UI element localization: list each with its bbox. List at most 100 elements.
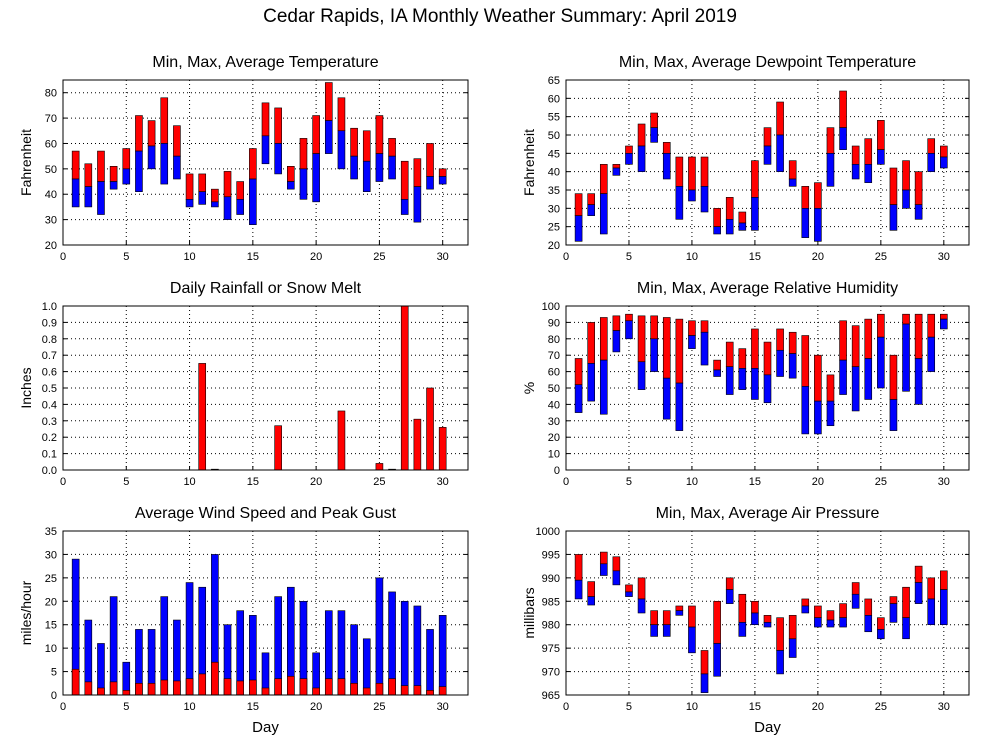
y-tick-label: 20 (45, 596, 57, 608)
y-tick-label: 5 (51, 667, 57, 679)
bar-avg-to-min (700, 673, 709, 693)
chart-title: Min, Max, Average Dewpoint Temperature (619, 54, 916, 71)
bar-max-to-avg (776, 101, 784, 136)
bar-avg-to-min (574, 215, 583, 242)
avg-speed-bar (375, 682, 384, 696)
y-tick-label: 0.4 (42, 399, 57, 411)
bar-avg-to-min (662, 624, 671, 637)
bar-max-to-avg (814, 354, 822, 402)
plot-frame (62, 305, 469, 471)
bar-avg-to-min (940, 318, 948, 330)
rain-bar (337, 410, 346, 471)
bar-avg-to-min (776, 349, 784, 377)
bar-max-to-avg (877, 120, 885, 150)
bar-avg-to-min (173, 155, 181, 180)
bar-avg-to-min (851, 593, 860, 609)
bar-max-to-avg (612, 315, 621, 331)
bar-avg-to-min (160, 143, 169, 185)
bar-max-to-avg (788, 615, 797, 640)
x-tick-label: 5 (123, 701, 129, 713)
bar-avg-to-min (574, 579, 583, 600)
bar-avg-to-min (612, 167, 621, 176)
x-tick-label: 30 (437, 476, 449, 488)
bar-avg-to-min (599, 193, 608, 235)
bar-avg-to-min (362, 160, 371, 192)
bar-avg-to-min (713, 643, 721, 677)
bar-max-to-avg (788, 331, 797, 354)
y-tick-label: 100 (542, 301, 560, 313)
bar-avg-to-min (700, 331, 709, 366)
bar-avg-to-min (426, 176, 434, 190)
chart-title: Min, Max, Average Relative Humidity (637, 280, 898, 297)
bar-max-to-avg (160, 97, 169, 144)
chart-rh: Min, Max, Average Relative Humidity 0 10 20… (521, 280, 970, 488)
bar-avg-to-min (738, 222, 747, 231)
x-tick-label: 20 (310, 476, 322, 488)
bar-max-to-avg (675, 605, 684, 611)
bar-max-to-avg (650, 315, 658, 340)
bar-avg-to-min (637, 598, 646, 614)
chart-title: Min, Max, Average Temperature (152, 54, 378, 71)
bar-max-to-avg (662, 142, 671, 154)
avg-speed-bar (173, 680, 181, 696)
bar-max-to-avg (814, 182, 822, 209)
y-tick-label: 0 (554, 465, 560, 477)
bar-max-to-avg (350, 127, 358, 157)
y-tick-label: 0 (51, 690, 57, 702)
bar-avg-to-min (725, 589, 734, 604)
bar-avg-to-min (625, 591, 633, 597)
y-tick-label: 55 (548, 112, 560, 124)
bar-max-to-avg (927, 313, 936, 338)
avg-speed-bar (185, 678, 194, 696)
y-tick-label: 10 (548, 449, 560, 461)
bar-max-to-avg (662, 317, 671, 379)
avg-speed-bar (249, 679, 257, 696)
rain-bar (198, 363, 207, 471)
bar-avg-to-min (700, 186, 709, 213)
x-tick-label: 25 (373, 251, 385, 263)
gust-bar (97, 643, 105, 696)
bar-max-to-avg (713, 359, 721, 371)
bar-avg-to-min (927, 598, 936, 626)
bar-max-to-avg (940, 145, 948, 158)
y-axis-label: Inches (18, 367, 34, 408)
bar-max-to-avg (801, 335, 810, 387)
avg-speed-bar (211, 661, 219, 696)
bar-avg-to-min (851, 366, 860, 412)
chart-title: Daily Rainfall or Snow Melt (170, 280, 362, 297)
x-tick-label: 10 (686, 476, 698, 488)
avg-speed-bar (71, 668, 80, 696)
bar-max-to-avg (864, 138, 873, 165)
bar-max-to-avg (650, 610, 658, 626)
y-tick-label: 50 (548, 130, 560, 142)
bar-max-to-avg (851, 582, 860, 595)
bar-avg-to-min (889, 204, 898, 231)
x-tick-label: 30 (938, 701, 950, 713)
bar-max-to-avg (801, 186, 810, 209)
bar-max-to-avg (274, 107, 282, 144)
x-tick-label: 10 (686, 701, 698, 713)
bar-max-to-avg (763, 615, 772, 623)
bar-avg-to-min (801, 386, 810, 435)
y-tick-label: 25 (548, 222, 560, 234)
bar-max-to-avg (426, 143, 434, 177)
bar-avg-to-min (864, 358, 873, 400)
bar-max-to-avg (826, 374, 835, 402)
y-tick-label: 65 (548, 75, 560, 87)
bar-max-to-avg (413, 158, 422, 187)
y-tick-label: 1000 (536, 526, 560, 538)
y-tick-label: 60 (45, 138, 57, 150)
y-tick-label: 50 (548, 383, 560, 395)
y-axis-label: % (521, 382, 537, 394)
bar-avg-to-min (388, 155, 396, 180)
bar-max-to-avg (851, 325, 860, 367)
bar-max-to-avg (400, 160, 409, 200)
y-tick-label: 30 (45, 215, 57, 227)
bar-avg-to-min (97, 181, 105, 215)
bar-avg-to-min (637, 145, 646, 172)
x-tick-label: 25 (875, 251, 887, 263)
bar-avg-to-min (814, 617, 822, 628)
bar-avg-to-min (713, 226, 721, 235)
y-tick-label: 20 (548, 432, 560, 444)
bar-avg-to-min (587, 204, 595, 216)
